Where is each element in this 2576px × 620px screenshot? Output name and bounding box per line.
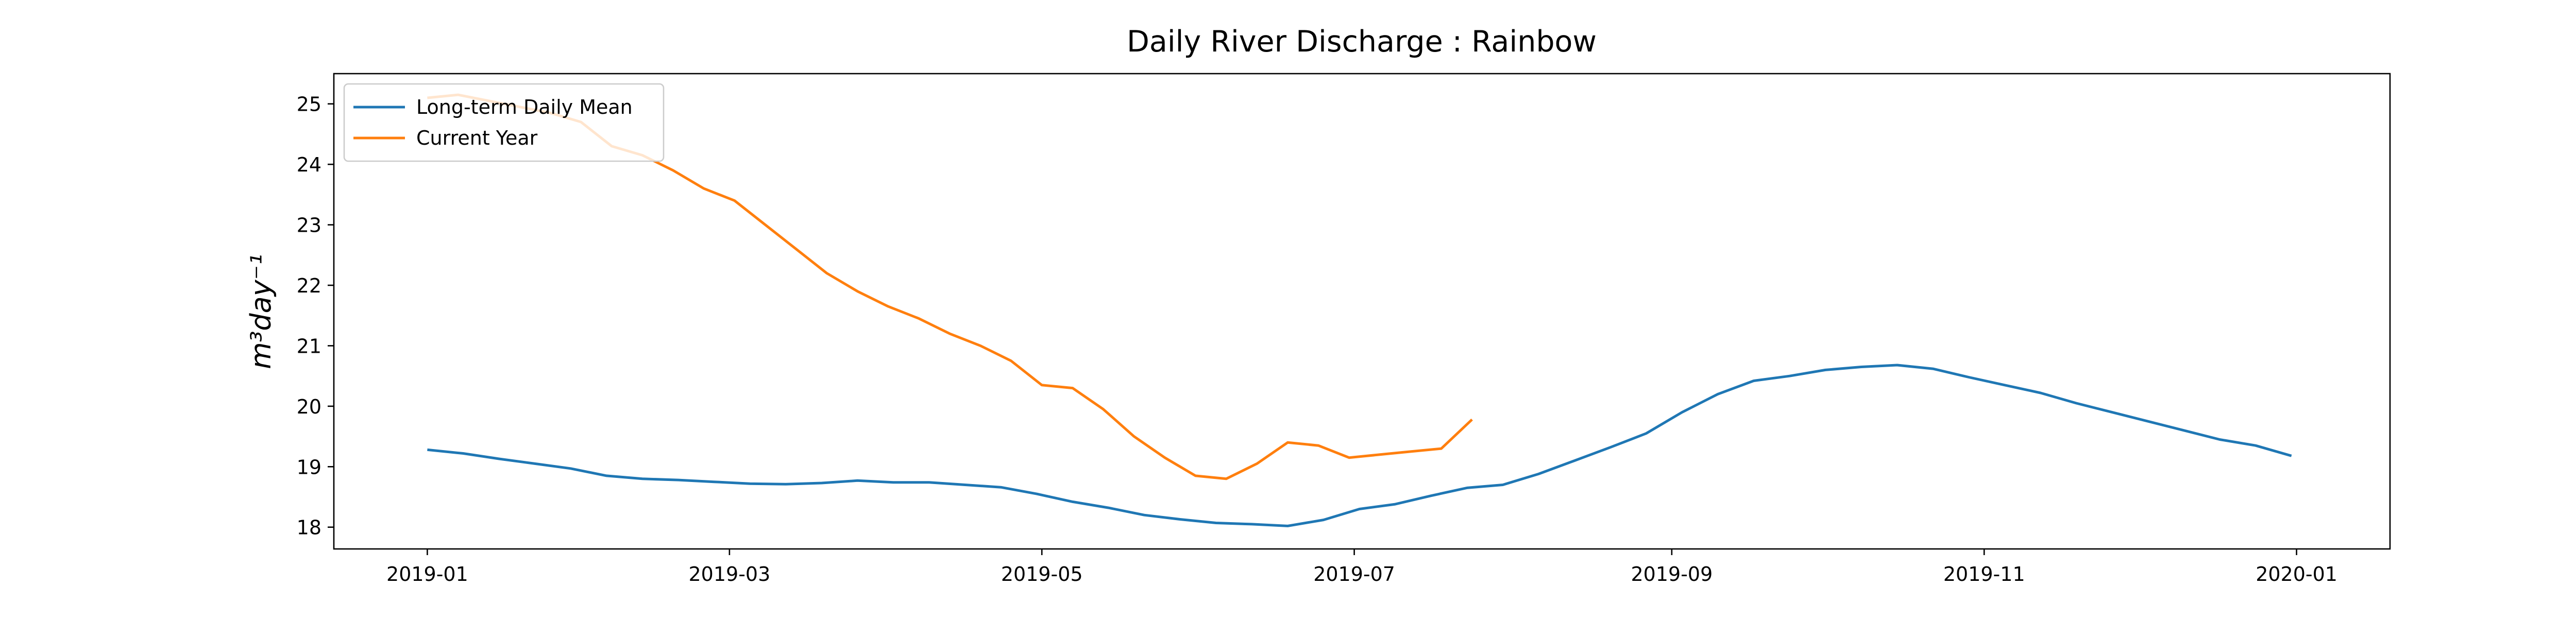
y-tick-label: 21 bbox=[297, 335, 321, 357]
x-tick-label: 2019-01 bbox=[386, 563, 468, 585]
x-tick-label: 2020-01 bbox=[2256, 563, 2337, 585]
y-tick-label: 18 bbox=[297, 516, 321, 539]
x-tick-label: 2019-11 bbox=[1943, 563, 2025, 585]
y-axis-label: m³day⁻¹ bbox=[245, 254, 277, 369]
x-tick-label: 2019-03 bbox=[688, 563, 770, 585]
series-line bbox=[427, 364, 2292, 527]
legend-label: Long-term Daily Mean bbox=[416, 96, 633, 118]
chart-title: Daily River Discharge : Rainbow bbox=[1127, 25, 1597, 59]
legend-label: Current Year bbox=[416, 127, 538, 149]
x-tick-label: 2019-09 bbox=[1631, 563, 1713, 585]
y-tick-label: 24 bbox=[297, 153, 321, 176]
y-tick-label: 20 bbox=[297, 395, 321, 418]
legend: Long-term Daily Mean Current Year bbox=[343, 83, 665, 162]
plot-frame bbox=[333, 73, 2391, 550]
x-tick-label: 2019-07 bbox=[1313, 563, 1395, 585]
legend-box bbox=[343, 83, 665, 162]
y-tick-label: 22 bbox=[297, 274, 321, 297]
y-tick-label: 25 bbox=[297, 93, 321, 116]
y-tick-label: 23 bbox=[297, 214, 321, 237]
y-tick-label: 19 bbox=[297, 456, 321, 478]
x-tick-label: 2019-05 bbox=[1001, 563, 1083, 585]
